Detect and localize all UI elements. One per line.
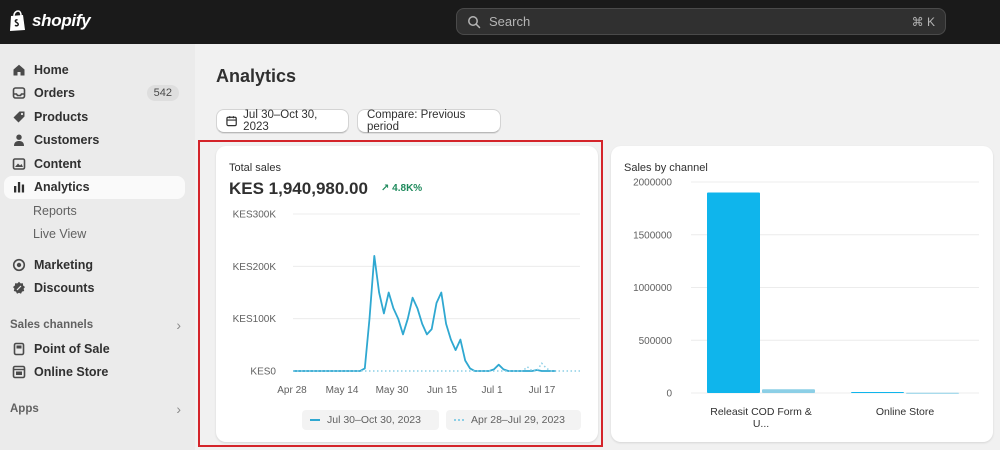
sidebar-item-label: Customers	[34, 133, 100, 148]
y-tick-label: KES300K	[233, 210, 277, 221]
legend-dotted-swatch	[454, 419, 464, 421]
chevron-right-icon: ›	[176, 401, 181, 417]
chevron-right-icon: ›	[176, 317, 181, 333]
orders-count-badge: 542	[146, 84, 179, 101]
sales-change-badge: ↗ 4.8K%	[381, 183, 422, 194]
y-tick-label: 500000	[639, 336, 673, 347]
sidebar-item-content[interactable]: Content	[4, 152, 185, 176]
sidebar-item-orders[interactable]: Orders 542	[4, 82, 185, 106]
sidebar-item-products[interactable]: Products	[4, 105, 185, 129]
page-title: Analytics	[216, 66, 297, 86]
sidebar-item-label: Products	[34, 109, 89, 124]
sidebar-item-home[interactable]: Home	[4, 58, 185, 82]
home-icon	[13, 64, 25, 76]
total-sales-title: Total sales	[229, 162, 281, 174]
total-sales-value: KES 1,940,980.00	[229, 179, 368, 198]
legend-solid-swatch	[310, 419, 320, 421]
image-icon	[12, 157, 26, 170]
sidebar-item-label: Home	[34, 62, 69, 77]
sidebar-item-online-store[interactable]: Online Store	[4, 361, 185, 385]
legend-label: Jul 30–Oct 30, 2023	[327, 414, 421, 426]
search-input[interactable]	[489, 14, 912, 29]
calendar-icon	[226, 116, 237, 127]
bar-current-period	[707, 192, 760, 393]
sales-by-channel-card[interactable]: Sales by channel 0 500000 1000000 1500000 20…	[611, 146, 993, 442]
arrow-up-right-icon: ↗	[381, 183, 390, 194]
sales-by-channel-bar-chart: 0 500000 1000000 1500000 2000000 Releasit COD…	[633, 178, 979, 430]
sidebar-item-point-of-sale[interactable]: Point of Sale	[4, 337, 185, 361]
sidebar-subitem-reports[interactable]: Reports	[33, 203, 77, 218]
y-tick-label: KES100K	[233, 314, 277, 325]
x-category-label: Online Store	[876, 406, 935, 418]
compare-period-button[interactable]: Compare: Previous period	[357, 109, 501, 133]
sidebar-item-discounts[interactable]: Discounts	[4, 277, 185, 301]
target-icon	[12, 258, 26, 271]
y-tick-label: 2000000	[633, 178, 672, 189]
sidebar-item-label: Orders	[34, 86, 75, 101]
store-icon	[12, 365, 26, 379]
bar-previous-period	[762, 389, 815, 393]
legend-label: Apr 28–Jul 29, 2023	[471, 414, 565, 426]
date-range-label: Jul 30–Oct 30, 2023	[243, 109, 318, 133]
total-sales-card[interactable]: Total sales KES 1,940,980.00 ↗ 4.8K% KES…	[216, 146, 598, 442]
bar-previous-period	[906, 392, 959, 394]
sidebar-subitem-live-view[interactable]: Live View	[33, 227, 87, 242]
pos-icon	[13, 342, 25, 356]
y-tick-label: KES200K	[233, 262, 277, 273]
sidebar-item-label: Online Store	[34, 365, 109, 380]
x-tick-label: Jul 17	[529, 385, 556, 396]
sales-change-value: 4.8K%	[392, 183, 423, 194]
apps-section[interactable]: Apps ›	[4, 397, 185, 421]
brand-name: shopify	[32, 11, 91, 30]
x-category-label: Releasit COD Form &	[710, 406, 812, 418]
y-tick-label: 1000000	[633, 283, 672, 294]
sidebar-item-label: Discounts	[34, 281, 95, 296]
x-tick-label: May 30	[376, 385, 409, 396]
search-bar[interactable]: ⌘ K	[456, 8, 946, 35]
sidebar-item-analytics[interactable]: Analytics	[4, 175, 185, 199]
inbox-icon	[12, 87, 26, 100]
sidebar-item-label: Point of Sale	[34, 341, 110, 356]
series-line-current	[293, 255, 557, 372]
person-icon	[14, 134, 24, 147]
x-category-label: U...	[753, 418, 769, 430]
y-tick-label: 1500000	[633, 230, 672, 241]
top-bar: shopify ⌘ K	[0, 0, 1000, 44]
tag-icon	[13, 111, 25, 123]
sidebar-item-customers[interactable]: Customers	[4, 129, 185, 153]
sidebar-spacer	[0, 384, 195, 397]
legend-current-period[interactable]: Jul 30–Oct 30, 2023	[302, 410, 439, 430]
sidebar: Home Orders 542 Products Customers Conte…	[0, 44, 195, 450]
sales-channels-label: Sales channels	[10, 319, 94, 331]
sidebar-item-marketing[interactable]: Marketing	[4, 253, 185, 277]
y-tick-label: KES0	[250, 367, 276, 378]
sales-channels-section[interactable]: Sales channels ›	[4, 313, 185, 337]
total-sales-line-chart: KES0 KES100K KES200K KES300K Apr 28 May 14 May…	[233, 210, 580, 396]
x-tick-label: May 14	[326, 385, 359, 396]
search-shortcut: ⌘ K	[911, 14, 935, 29]
bar-chart-icon	[14, 182, 25, 193]
shopify-bag-icon	[10, 10, 25, 31]
sidebar-item-label: Content	[34, 156, 82, 171]
date-range-button[interactable]: Jul 30–Oct 30, 2023	[216, 109, 349, 133]
bar-current-period	[851, 391, 904, 393]
sales-by-channel-title: Sales by channel	[624, 162, 708, 174]
sidebar-spacer	[0, 300, 195, 313]
shopify-logo[interactable]: shopify	[8, 10, 91, 32]
sidebar-item-label: Marketing	[34, 257, 94, 272]
highlight-annotation-box	[198, 140, 603, 447]
apps-label: Apps	[10, 403, 39, 415]
sidebar-spacer	[0, 246, 195, 253]
discount-icon	[13, 282, 25, 294]
y-tick-label: 0	[666, 389, 672, 400]
x-tick-label: Jun 15	[427, 385, 457, 396]
x-tick-label: Jul 1	[481, 385, 503, 396]
sidebar-item-label: Analytics	[34, 180, 90, 195]
x-tick-label: Apr 28	[277, 385, 307, 396]
legend-previous-period[interactable]: Apr 28–Jul 29, 2023	[446, 410, 581, 430]
search-icon	[468, 15, 481, 28]
